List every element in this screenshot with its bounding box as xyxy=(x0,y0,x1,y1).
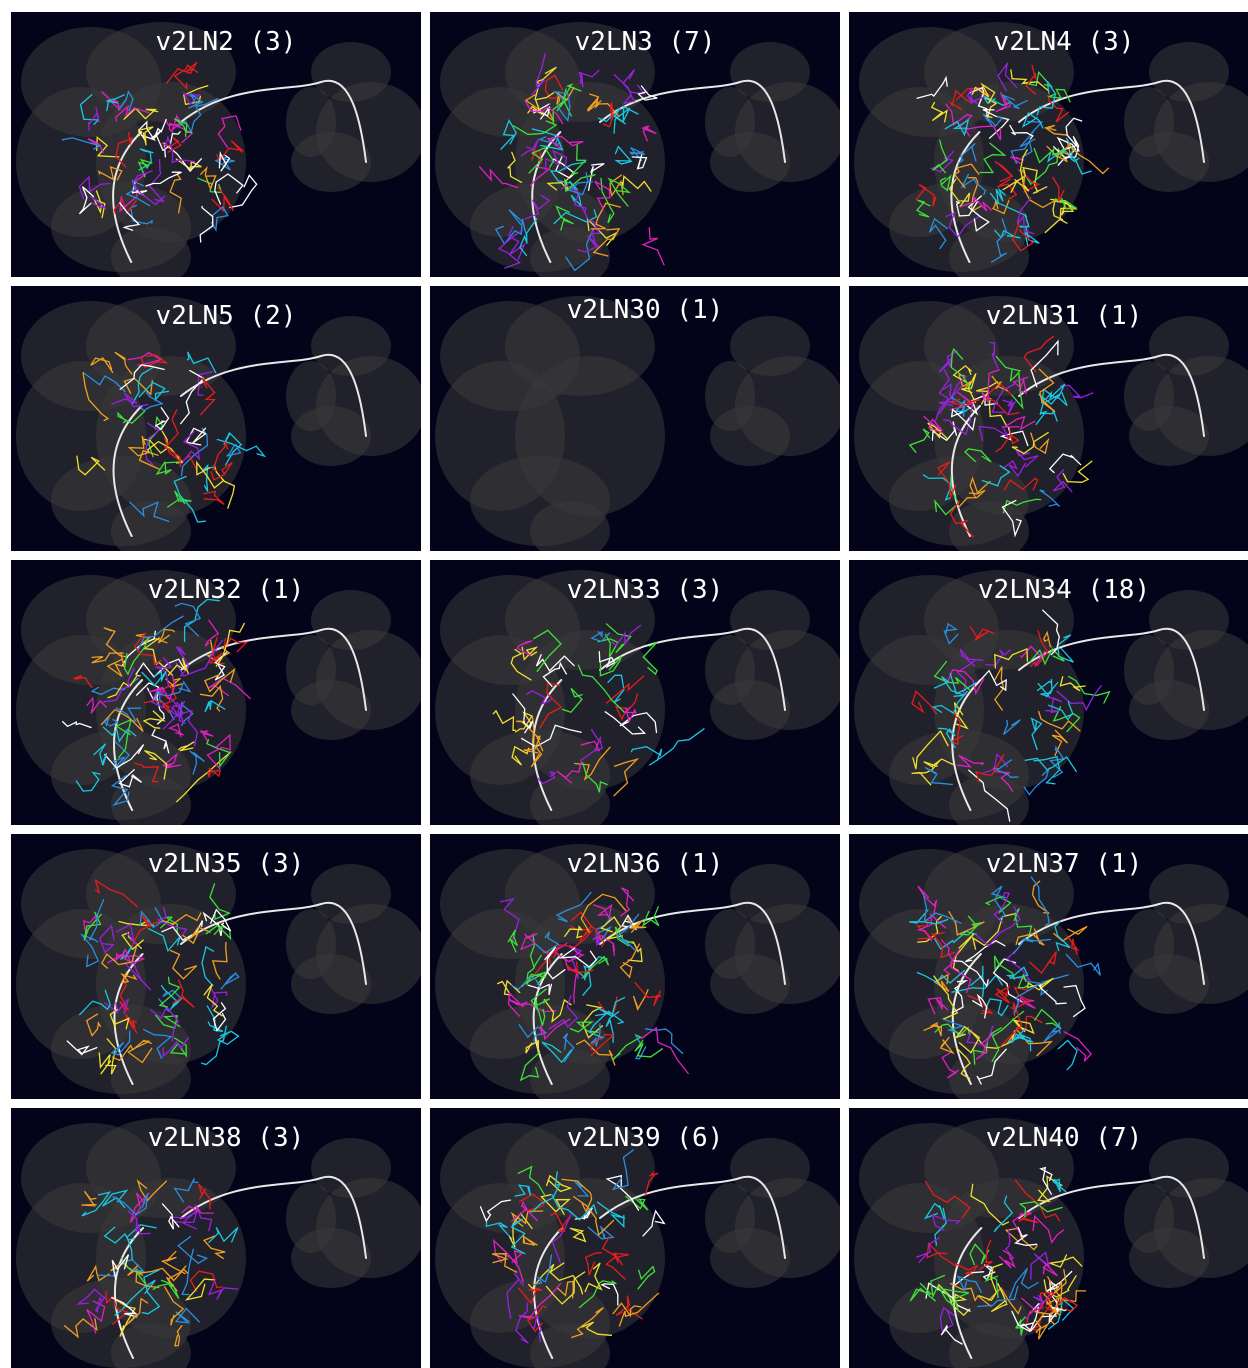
brain-lobe xyxy=(705,1183,755,1253)
page: v2LN2 (3) v2LN3 (7) v2LN4 (3) v2LN5 (2) v2LN… xyxy=(0,0,1248,1368)
panel: v2LN33 (3) xyxy=(430,560,845,835)
panel: v2LN34 (18) xyxy=(849,560,1248,835)
panel-label: v2LN4 (3) xyxy=(994,27,1135,57)
brain-lobe xyxy=(1124,361,1174,431)
panel: v2LN30 (1) xyxy=(430,286,845,561)
brain-lobe xyxy=(1124,87,1174,157)
panel: v2LN36 (1) xyxy=(430,834,845,1109)
panel-label: v2LN2 (3) xyxy=(156,27,297,57)
brain-lobe xyxy=(1124,1183,1174,1253)
panel: v2LN5 (2) xyxy=(11,286,426,561)
panel-label: v2LN3 (7) xyxy=(575,27,716,57)
brain-lobe xyxy=(1124,635,1174,705)
panel: v2LN35 (3) xyxy=(11,834,426,1109)
panel: v2LN37 (1) xyxy=(849,834,1248,1109)
panel-label: v2LN31 (1) xyxy=(986,301,1143,331)
panel: v2LN2 (3) xyxy=(11,12,426,287)
brain-lobe xyxy=(705,87,755,157)
brain-lobe xyxy=(286,361,336,431)
panel-label: v2LN38 (3) xyxy=(148,1123,305,1153)
panel-label: v2LN35 (3) xyxy=(148,849,305,879)
panel-label: v2LN33 (3) xyxy=(567,575,724,605)
brain-lobe xyxy=(286,87,336,157)
panel: v2LN38 (3) xyxy=(11,1108,426,1368)
brain-lobe xyxy=(286,635,336,705)
panel: v2LN39 (6) xyxy=(430,1108,845,1368)
panel: v2LN31 (1) xyxy=(849,286,1248,561)
panel-label: v2LN32 (1) xyxy=(148,575,305,605)
panel-label: v2LN37 (1) xyxy=(986,849,1143,879)
brain-lobe xyxy=(286,1183,336,1253)
panel: v2LN4 (3) xyxy=(849,12,1248,287)
panel-label: v2LN40 (7) xyxy=(986,1123,1143,1153)
brain-lobe xyxy=(705,909,755,979)
brain-lobe xyxy=(1124,909,1174,979)
brain-lobe xyxy=(705,635,755,705)
brain-lobe xyxy=(705,361,755,431)
panel: v2LN3 (7) xyxy=(430,12,845,287)
panel-label: v2LN39 (6) xyxy=(567,1123,724,1153)
brain-lobe xyxy=(286,909,336,979)
panel-label: v2LN30 (1) xyxy=(567,295,724,325)
panel: v2LN40 (7) xyxy=(849,1108,1248,1368)
panel: v2LN32 (1) xyxy=(11,560,426,835)
panel-label: v2LN34 (18) xyxy=(978,575,1150,605)
figure: v2LN2 (3) v2LN3 (7) v2LN4 (3) v2LN5 (2) v2LN… xyxy=(0,0,1248,1368)
panel-label: v2LN5 (2) xyxy=(156,301,297,331)
panel-label: v2LN36 (1) xyxy=(567,849,724,879)
